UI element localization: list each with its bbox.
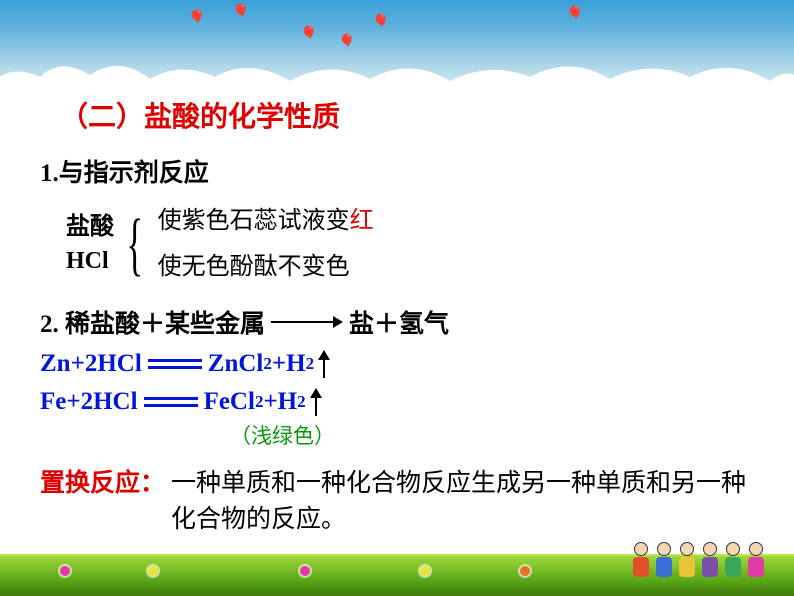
eq1-plus: +H bbox=[272, 350, 306, 378]
eq2-lhs: Fe+2HCl bbox=[40, 388, 138, 416]
gas-arrow-icon bbox=[317, 350, 331, 378]
acid-name-cn: 盐酸 bbox=[66, 211, 114, 245]
child-icon bbox=[631, 542, 651, 584]
slide-content: （二）盐酸的化学性质 1.与指示剂反应 盐酸 HCl { 使紫色石蕊试液变红 使… bbox=[0, 95, 794, 539]
litmus-line: 使紫色石蕊试液变红 bbox=[158, 199, 374, 245]
subsection-2-title: 2. 稀盐酸＋某些金属 盐＋氢气 bbox=[40, 304, 754, 340]
children-group bbox=[631, 542, 766, 584]
section-heading: （二）盐酸的化学性质 bbox=[60, 95, 754, 135]
eq1-rhs-a: ZnCl bbox=[208, 350, 264, 378]
balloon-icon: 🎈 bbox=[188, 10, 205, 27]
eq1-sub-b: 2 bbox=[306, 354, 315, 374]
eq2-rhs-a: FeCl bbox=[204, 388, 255, 416]
definition-text: 一种单质和一种化合物反应生成另一种单质和另一种化合物的反应。 bbox=[171, 466, 754, 539]
definition-label: 置换反应： bbox=[40, 466, 165, 539]
flower-icon bbox=[520, 566, 530, 576]
definition-row: 置换反应： 一种单质和一种化合物反应生成另一种单质和另一种化合物的反应。 bbox=[40, 466, 754, 539]
flower-icon bbox=[148, 566, 158, 576]
acid-label: 盐酸 HCl bbox=[66, 211, 114, 278]
child-icon bbox=[654, 542, 674, 584]
equals-icon bbox=[148, 355, 202, 373]
balloon-icon: 🎈 bbox=[232, 4, 249, 21]
child-icon bbox=[723, 542, 743, 584]
subsection-1-title: 1.与指示剂反应 bbox=[40, 153, 754, 189]
fecl2-color-note: （浅绿色） bbox=[230, 420, 754, 450]
sec2-left: 2. 稀盐酸＋某些金属 bbox=[40, 304, 265, 340]
eq2-sub-a: 2 bbox=[255, 392, 264, 412]
child-icon bbox=[677, 542, 697, 584]
gas-arrow-icon bbox=[309, 388, 323, 416]
equals-icon bbox=[144, 393, 198, 411]
balloon-icon: 🎈 bbox=[300, 26, 317, 43]
arrow-icon bbox=[271, 312, 343, 332]
balloon-icon: 🎈 bbox=[338, 34, 355, 51]
flower-icon bbox=[420, 566, 430, 576]
equation-fe: Fe+2HCl FeCl2+H2 bbox=[40, 388, 754, 416]
brace-icon: { bbox=[126, 215, 143, 275]
flower-icon bbox=[300, 566, 310, 576]
balloon-icon: 🎈 bbox=[372, 14, 389, 31]
eq2-sub-b: 2 bbox=[297, 392, 306, 412]
indicator-row: 盐酸 HCl { 使紫色石蕊试液变红 使无色酚酞不变色 bbox=[66, 199, 754, 290]
sec2-right: 盐＋氢气 bbox=[349, 304, 449, 340]
child-icon bbox=[746, 542, 766, 584]
eq1-lhs: Zn+2HCl bbox=[40, 350, 142, 378]
child-icon bbox=[700, 542, 720, 584]
eq2-plus: +H bbox=[263, 388, 297, 416]
balloon-icon: 🎈 bbox=[566, 6, 583, 23]
litmus-red: 红 bbox=[350, 208, 374, 234]
phenolphthalein-line: 使无色酚酞不变色 bbox=[158, 245, 374, 291]
eq1-sub-a: 2 bbox=[263, 354, 272, 374]
acid-formula: HCl bbox=[66, 245, 114, 279]
flower-icon bbox=[60, 566, 70, 576]
litmus-prefix: 使紫色石蕊试液变 bbox=[158, 208, 350, 234]
equation-zn: Zn+2HCl ZnCl2+H2 bbox=[40, 350, 754, 378]
brace-content: 使紫色石蕊试液变红 使无色酚酞不变色 bbox=[158, 199, 374, 290]
